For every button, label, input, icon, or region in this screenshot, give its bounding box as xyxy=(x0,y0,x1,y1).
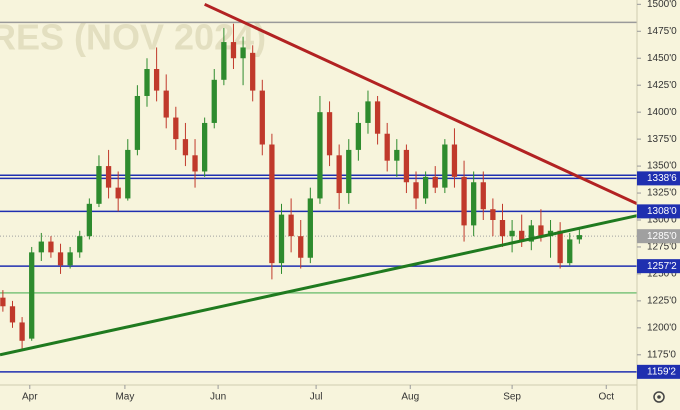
x-tick-label: Jul xyxy=(310,392,323,403)
candle-body xyxy=(9,306,16,323)
y-tick-label: 1175'0 xyxy=(647,349,676,360)
candle-body xyxy=(307,198,313,258)
candle-body xyxy=(105,166,112,188)
y-tick-label: 1375'0 xyxy=(647,134,677,145)
candle-body xyxy=(528,225,534,242)
candle-body xyxy=(365,101,371,123)
level-label-box xyxy=(637,364,680,379)
candle-body xyxy=(19,322,25,341)
candle-body xyxy=(384,133,390,161)
level-label: 1308'0 xyxy=(647,206,677,217)
candle-body xyxy=(259,90,265,145)
candle-body xyxy=(57,252,64,266)
y-tick-label: 1400'0 xyxy=(647,107,677,118)
trend-line xyxy=(204,2,637,206)
x-tick-label: May xyxy=(115,392,134,403)
level-label: 1257'2 xyxy=(647,261,677,272)
candle-body xyxy=(211,79,217,123)
y-tick-label: 1225'0 xyxy=(647,296,677,307)
candle-body xyxy=(336,155,342,194)
candle-body xyxy=(413,182,419,199)
candle-body xyxy=(355,122,362,150)
y-tick-label: 1300'0 xyxy=(647,215,677,226)
candle-body xyxy=(432,176,438,188)
candle-body xyxy=(221,42,227,80)
level-label-box xyxy=(637,171,680,186)
candle-body xyxy=(38,241,44,253)
candle-body xyxy=(509,230,515,237)
candle-body xyxy=(403,149,410,183)
candle-body xyxy=(192,155,198,172)
level-label: 1338'6 xyxy=(647,173,677,184)
level-label-box xyxy=(637,229,680,244)
candle-body xyxy=(153,69,160,91)
candle-body xyxy=(250,52,256,91)
x-tick-label: Oct xyxy=(598,392,614,403)
x-tick-label: Jun xyxy=(210,392,226,403)
y-tick-label: 1450'0 xyxy=(647,53,677,64)
candle-body xyxy=(288,214,294,237)
candle-body xyxy=(499,220,506,237)
candle-body xyxy=(567,239,573,264)
x-tick-label: Apr xyxy=(22,392,38,403)
candle-body xyxy=(461,176,467,226)
candle-body xyxy=(86,203,92,237)
candle-body xyxy=(240,47,246,59)
candle-body xyxy=(374,101,381,134)
candle-body xyxy=(29,252,35,339)
y-tick-label: 1475'0 xyxy=(647,26,677,37)
candle-body xyxy=(471,182,477,226)
y-tick-label: 1350'0 xyxy=(647,161,677,172)
candle-body xyxy=(125,149,131,199)
y-tick-label: 1425'0 xyxy=(647,80,677,91)
level-label-box xyxy=(637,259,680,274)
x-tick-label: Sep xyxy=(503,392,521,403)
y-tick-label: 1275'0 xyxy=(647,242,677,253)
candle-body xyxy=(77,236,83,253)
level-label-box xyxy=(637,204,680,219)
y-tick-label: 1325'0 xyxy=(647,188,677,199)
candle-body xyxy=(346,149,352,194)
level-label: 1285'0 xyxy=(647,231,677,242)
candle-body xyxy=(67,252,73,266)
candle-body xyxy=(144,69,150,96)
settings-icon[interactable] xyxy=(653,391,665,403)
candle-body xyxy=(422,176,429,199)
candle-body xyxy=(173,117,179,140)
candle-body xyxy=(480,182,486,210)
plot-area xyxy=(0,2,637,373)
axes: 1175'0 1200'0 1225'0 1250'0 1275'0 1300'0 1325… xyxy=(22,0,680,403)
candle-body xyxy=(326,112,333,156)
candle-body xyxy=(134,95,141,150)
candle-body xyxy=(451,144,458,177)
candle-body xyxy=(0,297,6,307)
candle-body xyxy=(96,166,102,204)
candle-body xyxy=(269,144,275,264)
y-tick-label: 1500'0 xyxy=(647,0,677,10)
y-tick-label: 1200'0 xyxy=(647,322,677,333)
y-tick-label: 1250'0 xyxy=(647,269,677,280)
trend-line xyxy=(0,214,637,357)
candle-body xyxy=(317,112,323,199)
candle-body xyxy=(163,90,169,118)
candle-body xyxy=(442,144,448,188)
candle-body xyxy=(394,149,400,161)
candle-body xyxy=(490,209,496,220)
candle-body xyxy=(182,139,189,156)
candle-body xyxy=(278,214,285,264)
x-tick-label: Aug xyxy=(401,392,419,403)
candle-body xyxy=(202,122,208,172)
level-label: 1159'2 xyxy=(647,366,676,377)
candle-body xyxy=(519,230,525,242)
candle-body xyxy=(298,236,304,258)
candle-body xyxy=(115,187,121,199)
candle-body xyxy=(48,241,54,253)
candle-body xyxy=(557,230,563,264)
candle-body xyxy=(576,235,582,240)
candle-body xyxy=(230,42,237,59)
candle-body xyxy=(538,225,544,237)
